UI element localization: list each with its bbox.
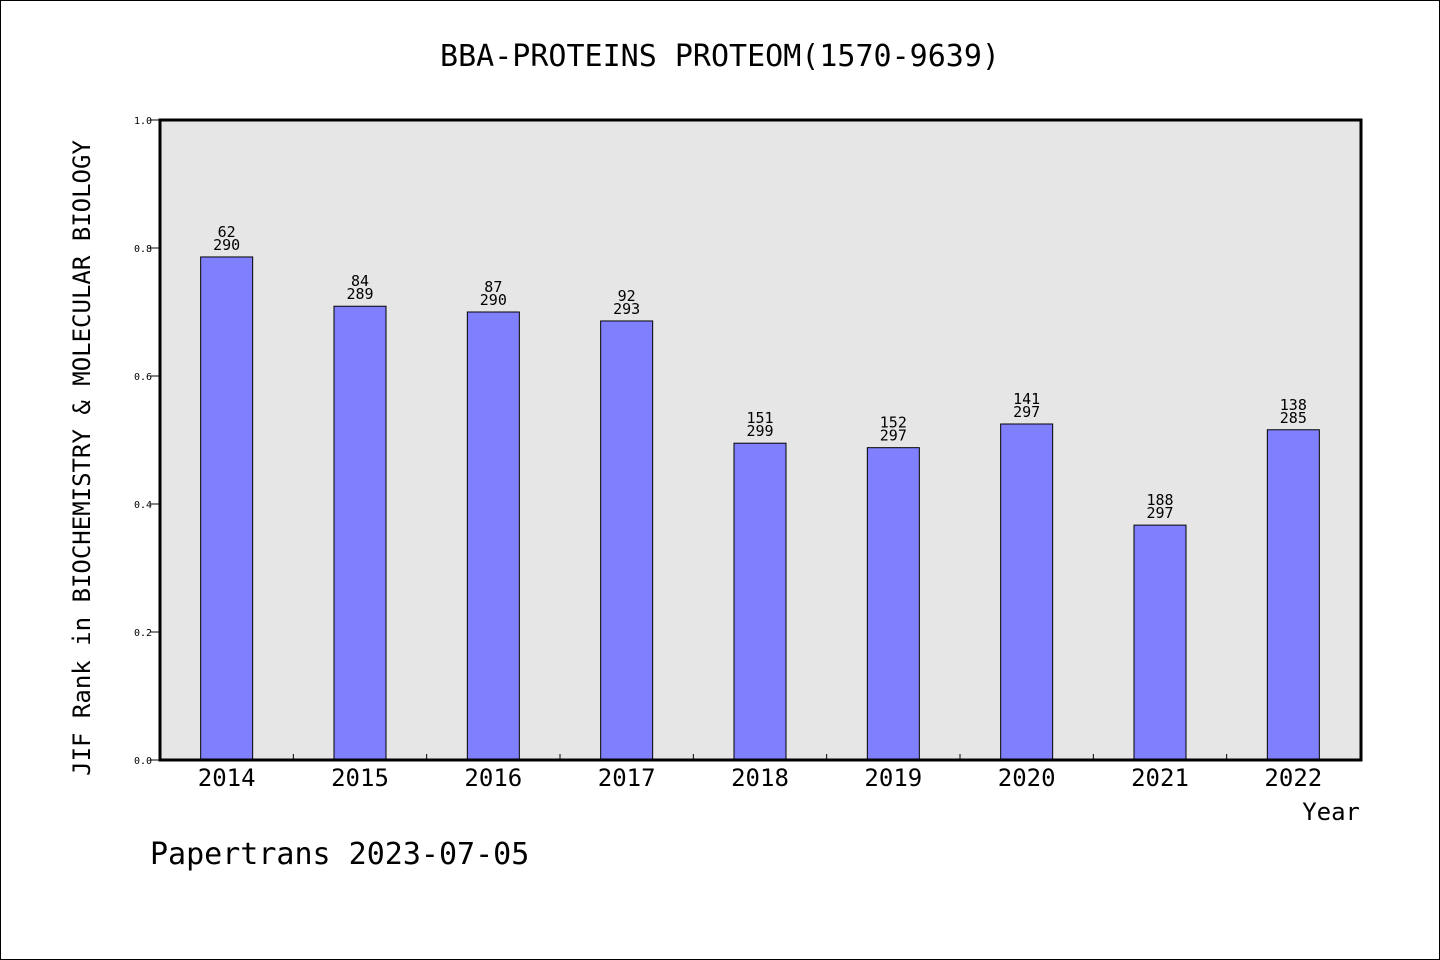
bar-rank-label: 188 xyxy=(1146,491,1173,509)
bar-2022 xyxy=(1266,429,1320,761)
footer-watermark: Papertrans 2023-07-05 xyxy=(150,837,529,872)
x-tick-label: 2018 xyxy=(731,764,789,792)
bar-rank-label: 62 xyxy=(218,223,236,241)
bar-total-label: 297 xyxy=(880,427,907,445)
bar-rank-label: 141 xyxy=(1013,390,1040,408)
x-axis-label: Year xyxy=(1302,798,1360,826)
x-tick-label: 2020 xyxy=(998,764,1056,792)
bar-2015 xyxy=(333,305,387,761)
bar-2020 xyxy=(1000,423,1054,761)
bar-rank-label: 151 xyxy=(746,409,773,427)
x-tick-label: 2017 xyxy=(598,764,656,792)
bar-total-label: 299 xyxy=(746,422,773,440)
bar-2017 xyxy=(600,320,654,761)
x-axis: 2014 2015 2016 2017 2018 2019 2020 2021 2022 xyxy=(198,754,1322,792)
chart-title: BBA-PROTEINS PROTEOM(1570-9639) xyxy=(440,39,1000,74)
bar-rank-label: 138 xyxy=(1280,396,1307,414)
x-tick-label: 2016 xyxy=(464,764,522,792)
y-tick-label: 0.2 xyxy=(134,628,152,639)
bar-total-label: 289 xyxy=(346,285,373,303)
bar-2021 xyxy=(1133,524,1187,761)
bar-rank-label: 92 xyxy=(618,287,636,305)
bar-total-label: 297 xyxy=(1146,504,1173,522)
y-tick-label: 0.8 xyxy=(134,244,152,255)
bar-total-label: 293 xyxy=(613,300,640,318)
bar-2019 xyxy=(866,447,920,761)
bar-rank-label: 84 xyxy=(351,272,369,290)
bars xyxy=(200,256,1320,761)
bar-total-label: 297 xyxy=(1013,403,1040,421)
y-tick-label: 0.4 xyxy=(134,500,152,511)
x-tick-label: 2015 xyxy=(331,764,389,792)
bar-total-label: 285 xyxy=(1280,409,1307,427)
bar-rank-label: 87 xyxy=(484,278,502,296)
bar-rank-label: 152 xyxy=(880,414,907,432)
bar-2016 xyxy=(466,311,520,761)
y-tick-label: 0.6 xyxy=(134,372,152,383)
x-tick-label: 2014 xyxy=(198,764,256,792)
bar-2018 xyxy=(733,442,787,761)
y-tick-label: 0.0 xyxy=(134,756,152,767)
bar-2014 xyxy=(200,256,254,761)
x-tick-label: 2019 xyxy=(864,764,922,792)
bar-total-label: 290 xyxy=(480,291,507,309)
bar-total-label: 290 xyxy=(213,236,240,254)
y-axis: 0.0 0.2 0.4 0.6 0.8 1.0 xyxy=(134,116,160,767)
y-axis-label: JIF Rank in BIOCHEMISTRY & MOLECULAR BIO… xyxy=(68,140,96,776)
x-tick-label: 2022 xyxy=(1264,764,1322,792)
plot-border xyxy=(158,118,1363,762)
x-tick-label: 2021 xyxy=(1131,764,1189,792)
y-tick-label: 1.0 xyxy=(134,116,152,127)
